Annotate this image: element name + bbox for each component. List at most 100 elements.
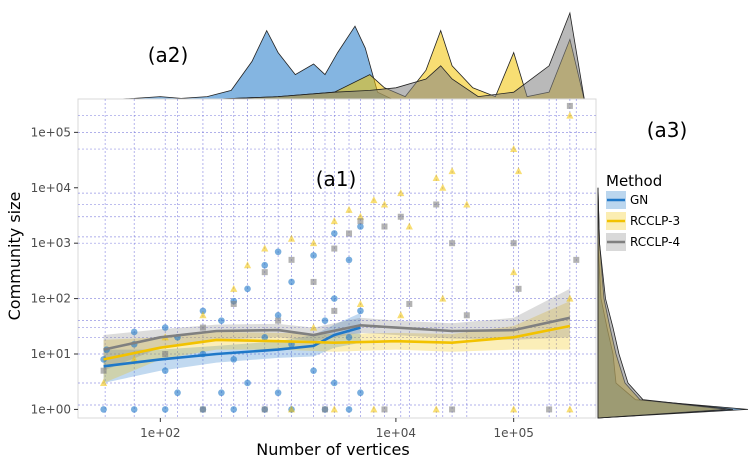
point-rcclp-4 (310, 278, 317, 285)
y-tick-label: 1e+01 (31, 347, 71, 361)
point-rcclp-4 (397, 213, 404, 220)
point-gn (174, 389, 181, 397)
point-rcclp-4 (321, 406, 328, 413)
point-rcclp-4 (510, 240, 517, 247)
density-right-rcclp-4 (597, 187, 734, 419)
point-rcclp-3 (566, 294, 574, 302)
point-gn (161, 367, 169, 374)
point-rcclp-4 (346, 230, 353, 237)
point-rcclp-3 (356, 212, 365, 220)
point-gn (331, 230, 338, 237)
legend-label-rcclp-4: RCCLP-4 (630, 235, 680, 249)
point-gn (218, 389, 225, 397)
x-tick-label: 1e+04 (376, 426, 416, 440)
point-rcclp-3 (370, 196, 378, 204)
point-rcclp-3 (510, 405, 518, 413)
trend-line-gn (103, 326, 361, 368)
point-rcclp-3 (230, 284, 238, 292)
y-tick-label: 1e+03 (31, 236, 71, 250)
band-gn (103, 313, 361, 383)
point-rcclp-4 (381, 406, 388, 413)
point-rcclp-4 (515, 285, 522, 292)
point-rcclp-3 (309, 239, 318, 247)
point-gn (288, 278, 295, 286)
point-gn (199, 307, 207, 315)
point-rcclp-4 (573, 256, 580, 263)
point-rcclp-4 (162, 351, 169, 358)
legend-title: Method (606, 172, 662, 190)
point-rcclp-3 (397, 311, 405, 319)
point-rcclp-3 (370, 405, 378, 413)
trend-line-rcclp-4 (103, 316, 571, 351)
point-gn (321, 317, 329, 324)
legend: Method GN RCCLP-3 RCCLP-4 (606, 172, 680, 251)
point-rcclp-3 (510, 268, 518, 276)
point-rcclp-4 (331, 245, 338, 252)
point-gn (357, 307, 364, 315)
point-rcclp-3 (309, 323, 318, 331)
x-axis-label: Number of vertices (256, 440, 409, 459)
point-rcclp-4 (546, 406, 553, 413)
point-gn (261, 334, 269, 341)
panel-label-a2: (a2) (148, 43, 189, 67)
point-rcclp-3 (439, 294, 447, 302)
point-rcclp-3 (130, 355, 138, 363)
point-rcclp-4 (230, 300, 237, 307)
point-gn (230, 406, 238, 413)
point-rcclp-4 (463, 312, 470, 319)
point-gn (274, 311, 282, 319)
density-top-rcclp-4 (77, 11, 586, 102)
point-gn (357, 223, 364, 230)
point-rcclp-3 (100, 378, 108, 386)
point-rcclp-4 (433, 201, 440, 208)
point-rcclp-3 (432, 405, 440, 413)
point-gn (274, 389, 282, 397)
point-gn (230, 356, 238, 363)
plot-panel (77, 98, 597, 419)
point-rcclp-3 (380, 200, 389, 208)
point-gn (331, 295, 338, 302)
point-rcclp-3 (514, 167, 523, 175)
point-gn (345, 334, 353, 341)
point-rcclp-3 (243, 261, 252, 269)
point-rcclp-4 (331, 307, 338, 314)
x-tick-label: 1e+05 (494, 426, 534, 440)
point-rcclp-3 (345, 205, 353, 213)
point-rcclp-3 (356, 299, 365, 307)
axes: 1e+02 1e+04 1e+05 1e+00 1e+01 1e+02 1e+03 1e+04… (31, 125, 534, 440)
point-gn (161, 324, 169, 331)
point-rcclp-4 (357, 218, 364, 225)
point-gn (261, 261, 269, 269)
point-gn (100, 406, 107, 413)
point-gn (130, 406, 138, 413)
point-gn (357, 389, 364, 397)
panel-label-a1: (a1) (316, 167, 357, 191)
point-rcclp-3 (405, 222, 413, 230)
point-rcclp-3 (287, 405, 296, 413)
point-rcclp-4 (288, 256, 295, 263)
point-rcclp-3 (566, 405, 574, 413)
point-rcclp-3 (261, 244, 269, 252)
point-rcclp-3 (510, 145, 518, 153)
y-tick-label: 1e+02 (31, 292, 71, 306)
point-rcclp-3 (432, 174, 440, 182)
point-rcclp-4 (199, 406, 206, 413)
point-rcclp-4 (261, 269, 268, 276)
point-rcclp-4 (100, 367, 107, 374)
top-marginal-density (77, 11, 586, 102)
point-gn (161, 406, 169, 413)
y-axis-label: Community size (5, 192, 24, 321)
trend-line-rcclp-3 (103, 324, 571, 361)
right-marginal-density (597, 187, 749, 419)
point-rcclp-4 (261, 406, 268, 413)
point-gn (345, 256, 353, 264)
point-rcclp-3 (397, 189, 405, 197)
point-rcclp-3 (330, 405, 338, 413)
y-tick-label: 1e+04 (31, 181, 71, 195)
point-gn (345, 406, 353, 413)
point-rcclp-4 (449, 240, 456, 247)
point-rcclp-3 (463, 200, 471, 208)
point-rcclp-4 (406, 300, 413, 307)
